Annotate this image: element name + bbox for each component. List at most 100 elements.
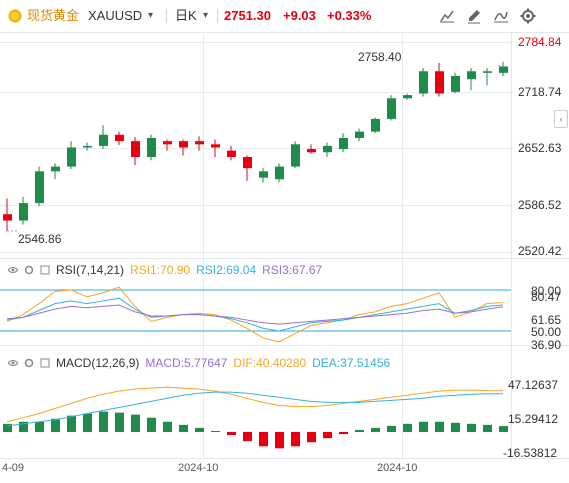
rsi-tick: 61.65: [531, 313, 562, 327]
rsi-tick: 80.47: [531, 290, 562, 304]
bar-icon: [40, 358, 50, 368]
candle-body: [419, 71, 428, 94]
candle-body: [323, 145, 332, 153]
dif-value: DIF:40.40280: [233, 356, 307, 370]
macd-histogram-bar: [83, 413, 92, 432]
candle-body: [163, 141, 172, 145]
macd-histogram-bar: [243, 432, 252, 442]
macd-histogram-bar: [3, 423, 12, 432]
candle-body: [499, 66, 508, 73]
macd-histogram-bar: [387, 425, 396, 432]
rsi2-line: [6, 297, 504, 332]
price-change-pct: +0.33%: [327, 8, 372, 23]
candle-body: [3, 214, 12, 221]
candle-body: [339, 137, 348, 150]
macd-title[interactable]: MACD(12,26,9): [56, 356, 140, 370]
macd-histogram-bar: [227, 432, 236, 436]
toolbar-border: [0, 32, 569, 33]
draw-icon[interactable]: [466, 8, 482, 24]
toolbar-divider: [166, 9, 167, 23]
macd-value: MACD:5.77647: [145, 356, 228, 370]
macd-histogram-bar: [115, 412, 124, 432]
macd-histogram-bar: [483, 424, 492, 432]
x-axis-label: 2024-10: [178, 462, 219, 474]
toolbar: 现货黄金 XAUUSD ▾ 日K ▾ 2751.30 +9.03 +0.33%: [0, 0, 569, 32]
macd-histogram-bar: [275, 432, 284, 449]
pane-divider: [0, 458, 569, 459]
macd-histogram-bar: [307, 432, 316, 443]
dif-line: [6, 386, 504, 423]
macd-chart[interactable]: [0, 370, 511, 458]
candle-body: [371, 118, 380, 132]
gridline: [0, 252, 512, 253]
dea-value: DEA:37.51456: [312, 356, 391, 370]
macd-histogram-bar: [499, 426, 508, 432]
period-selector[interactable]: 日K: [175, 8, 197, 23]
eye-icon[interactable]: [8, 265, 18, 275]
instrument-symbol[interactable]: XAUUSD: [88, 8, 143, 23]
candle-body: [51, 166, 60, 172]
candle-body: [115, 134, 124, 142]
macd-histogram-bar: [403, 423, 412, 432]
candle-body: [403, 95, 412, 99]
macd-histogram-bar: [99, 411, 108, 432]
chart-type-icon[interactable]: [439, 8, 455, 24]
last-price: 2751.30: [224, 8, 271, 23]
rsi-tick: 80.00: [531, 284, 562, 298]
candle-body: [243, 157, 252, 169]
candle-body: [211, 144, 220, 148]
price-tick: 2652.63: [518, 141, 562, 155]
macd-histogram-bar: [211, 430, 220, 432]
macd-tick: 15.29412: [508, 412, 559, 426]
candlestick-chart[interactable]: [0, 33, 511, 258]
chevron-down-icon[interactable]: ▾: [148, 10, 154, 21]
settings-icon[interactable]: [520, 8, 536, 24]
macd-histogram-bar: [355, 429, 364, 432]
candle-body: [467, 71, 476, 80]
price-tick: 2718.74: [518, 85, 562, 99]
macd-histogram-bar: [51, 418, 60, 432]
candle-body: [387, 98, 396, 119]
rsi-tick: 50.00: [531, 325, 562, 339]
low-price-label: 2546.86: [18, 232, 62, 246]
axis-border: [511, 33, 512, 461]
dea-line: [6, 391, 504, 427]
gear-icon[interactable]: [24, 358, 34, 368]
price-tick: 2784.84: [518, 35, 562, 49]
macd-histogram-bar: [131, 414, 140, 432]
rsi-header: RSI(7,14,21) RSI1:70.90 RSI2:69.04 RSI3:…: [8, 263, 328, 277]
pane-divider: [0, 258, 569, 259]
macd-header: MACD(12,26,9) MACD:5.77647 DIF:40.40280 …: [8, 356, 396, 370]
rsi1-value: RSI1:70.90: [130, 263, 191, 277]
rsi3-line: [6, 304, 504, 325]
macd-histogram-bar: [323, 432, 332, 439]
macd-histogram-bar: [195, 427, 204, 432]
macd-tick: 47.12637: [508, 378, 559, 392]
period-chevron-icon[interactable]: ▾: [203, 10, 209, 21]
rsi-chart[interactable]: [0, 278, 511, 345]
candle-body: [451, 76, 460, 92]
collapse-panel-icon[interactable]: ‹: [554, 110, 568, 128]
macd-histogram-bar: [35, 421, 44, 432]
macd-histogram-bar: [339, 432, 348, 435]
macd-histogram-bar: [371, 427, 380, 432]
eye-icon[interactable]: [8, 358, 18, 368]
macd-histogram-bar: [163, 421, 172, 432]
candle-body: [307, 149, 316, 153]
gear-icon[interactable]: [24, 265, 34, 275]
macd-histogram-bar: [67, 415, 76, 432]
rsi2-value: RSI2:69.04: [196, 263, 257, 277]
bar-icon: [40, 265, 50, 275]
instrument-name[interactable]: 现货黄金: [27, 8, 80, 23]
candle-body: [355, 131, 364, 138]
macd-histogram-bar: [435, 421, 444, 432]
high-price-label: 2758.40: [358, 50, 402, 64]
x-axis-label: 2024-10: [377, 462, 418, 474]
gridline: [402, 34, 403, 459]
indicator-icon[interactable]: [493, 8, 509, 24]
toolbar-divider: [217, 9, 218, 23]
rsi3-value: RSI3:67.67: [262, 263, 323, 277]
rsi-title[interactable]: RSI(7,14,21): [56, 263, 125, 277]
candle-body: [99, 134, 108, 146]
macd-tick: -16.53812: [503, 446, 558, 460]
